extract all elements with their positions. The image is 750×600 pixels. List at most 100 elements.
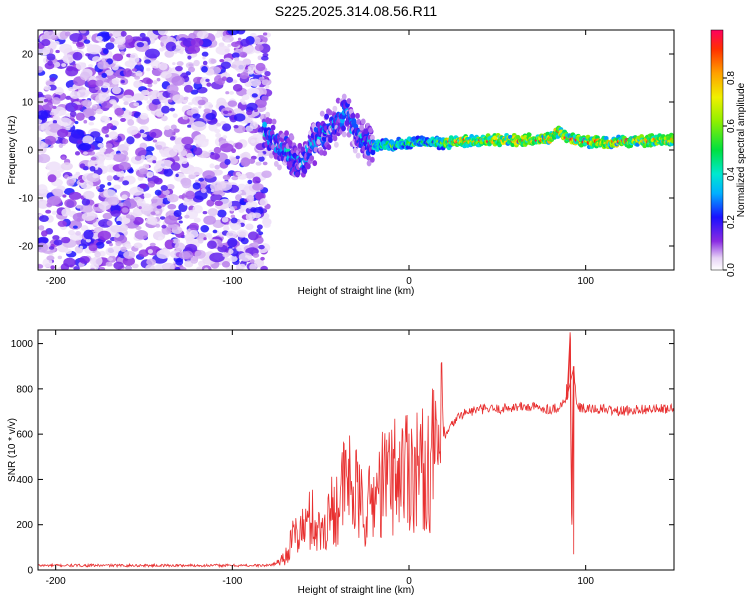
snr-y-tick-label: 200 <box>16 520 33 531</box>
heatmap-cell <box>268 152 274 159</box>
heatmap-cell <box>45 46 51 51</box>
heatmap-cell <box>526 132 532 137</box>
heatmap-cell <box>240 237 249 245</box>
heatmap-cell <box>49 77 56 82</box>
heatmap-cell <box>38 66 44 73</box>
spectrogram-x-label: Height of straight line (km) <box>298 286 415 297</box>
heatmap-cell <box>187 102 193 106</box>
heatmap-cell <box>83 119 88 124</box>
heatmap-cell <box>79 71 90 81</box>
heatmap-cell <box>206 240 217 250</box>
heatmap-cell <box>149 242 156 247</box>
heatmap-cell <box>316 138 322 145</box>
heatmap-cell <box>355 152 361 159</box>
heatmap-cell <box>82 151 89 155</box>
spectrogram-cells <box>38 30 674 270</box>
colorbar-tick-label: 0.6 <box>726 119 737 133</box>
heatmap-cell <box>188 66 196 73</box>
heatmap-cell <box>261 55 269 61</box>
heatmap-cell <box>261 95 269 102</box>
heatmap-cell <box>45 209 52 214</box>
heatmap-cell <box>189 166 203 176</box>
heatmap-cell <box>222 252 230 258</box>
heatmap-cell <box>65 102 79 112</box>
heatmap-cell <box>234 57 240 62</box>
heatmap-cell <box>147 249 153 254</box>
heatmap-cell <box>258 76 264 82</box>
heatmap-cell <box>79 204 94 214</box>
heatmap-cell <box>38 110 49 121</box>
heatmap-cell <box>252 212 262 219</box>
heatmap-cell <box>94 136 104 144</box>
heatmap-cell <box>163 168 174 177</box>
heatmap-cell <box>247 119 254 124</box>
heatmap-cell <box>160 184 168 191</box>
heatmap-cell <box>193 59 200 67</box>
heatmap-cell <box>138 206 142 210</box>
heatmap-cell <box>82 108 95 119</box>
heatmap-cell <box>52 105 57 109</box>
heatmap-cell <box>209 163 215 169</box>
heatmap-cell <box>181 136 194 145</box>
heatmap-cell <box>74 151 81 156</box>
heatmap-cell <box>109 242 113 247</box>
snr-y-axis: 0 200 400 600 800 1000 <box>11 339 674 577</box>
heatmap-cell <box>140 155 146 160</box>
heatmap-cell <box>200 224 210 233</box>
heatmap-cell <box>213 146 222 154</box>
heatmap-cell <box>75 171 81 176</box>
heatmap-cell <box>57 117 72 127</box>
heatmap-cell <box>273 160 279 167</box>
heatmap-cell <box>232 84 243 92</box>
heatmap-cell <box>221 216 229 223</box>
heatmap-cell <box>215 132 222 138</box>
heatmap-cell <box>90 131 101 138</box>
heatmap-cell <box>260 256 265 261</box>
snr-y-tick-label: 400 <box>16 475 33 486</box>
heatmap-cell <box>328 137 333 144</box>
heatmap-cell <box>200 188 207 194</box>
heatmap-cell <box>126 126 139 136</box>
heatmap-cell <box>225 91 230 95</box>
heatmap-cell <box>66 179 75 187</box>
heatmap-cell <box>68 57 73 61</box>
heatmap-cell <box>197 99 206 106</box>
heatmap-cell <box>109 99 117 105</box>
heatmap-cell <box>510 142 516 148</box>
heatmap-cell <box>206 82 212 87</box>
snr-y-label: SNR (10 * v/v) <box>7 418 18 482</box>
heatmap-cell <box>107 257 114 262</box>
heatmap-cell <box>312 160 318 167</box>
heatmap-cell <box>62 194 67 198</box>
heatmap-cell <box>167 193 179 203</box>
heatmap-cell <box>179 266 187 270</box>
heatmap-cell <box>158 62 168 71</box>
heatmap-cell <box>97 142 104 148</box>
heatmap-cell <box>287 140 293 147</box>
heatmap-cell <box>218 243 224 248</box>
heatmap-cell <box>129 198 135 204</box>
heatmap-cell <box>182 99 188 103</box>
heatmap-cell <box>38 264 44 269</box>
heatmap-cell <box>181 179 192 189</box>
heatmap-cell <box>97 230 112 241</box>
heatmap-cell <box>103 153 114 161</box>
heatmap-cell <box>492 135 498 140</box>
heatmap-cell <box>246 109 253 116</box>
snr-x-tick-label: 0 <box>406 576 412 587</box>
heatmap-cell <box>173 128 180 133</box>
heatmap-cell <box>85 43 93 48</box>
heatmap-cell <box>360 118 366 125</box>
heatmap-cell <box>231 60 247 71</box>
heatmap-cell <box>115 241 122 247</box>
heatmap-cell <box>233 124 239 129</box>
heatmap-cell <box>90 156 97 161</box>
heatmap-cell <box>277 164 282 171</box>
heatmap-cell <box>99 147 106 153</box>
heatmap-cell <box>183 96 189 100</box>
heatmap-cell <box>118 161 131 171</box>
heatmap-cell <box>193 147 203 156</box>
heatmap-cell <box>75 41 85 48</box>
heatmap-cell <box>88 64 94 68</box>
heatmap-cell <box>123 68 133 77</box>
